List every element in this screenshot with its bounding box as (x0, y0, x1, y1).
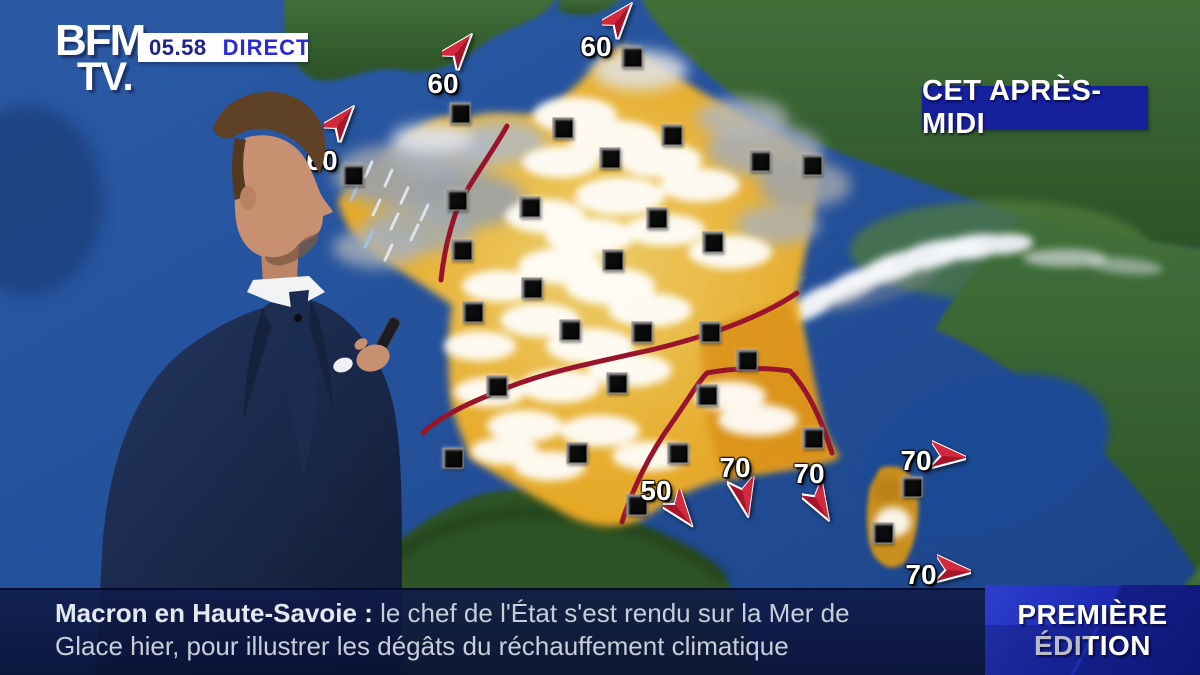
studio-shadow (0, 105, 103, 295)
forecast-period-banner: CET APRÈS-MIDI (922, 75, 1148, 140)
wind-speed-label: 70 (719, 452, 751, 483)
wind-arrow-icon (725, 474, 761, 524)
weather-icon-placeholder (602, 249, 624, 271)
wind-speed-label: 70 (900, 445, 932, 476)
wind-arrow-icon (932, 550, 975, 597)
ticker-line2: Glace hier, pour illustrer les dégâts du… (55, 631, 789, 661)
edition-badge-line1: PREMIÈRE (1017, 599, 1168, 630)
weather-icon-placeholder (446, 189, 468, 211)
weather-icon-placeholder (736, 349, 758, 371)
weather-icon-placeholder (449, 102, 471, 124)
wind-speed-label: 60 (580, 31, 612, 62)
weather-icon-placeholder (661, 124, 683, 146)
weather-icon-placeholder (872, 522, 894, 544)
weather-icon-placeholder (486, 375, 508, 397)
clouds-grey-nw (333, 50, 688, 268)
edition-badge-line2: ÉDITION (1033, 630, 1152, 661)
channel-logo-line2: TV. (77, 54, 134, 99)
weather-icon-placeholder (606, 372, 628, 394)
weather-icon-placeholder (667, 442, 689, 464)
front-line-central (420, 290, 800, 436)
weather-icon-placeholder (521, 277, 543, 299)
weather-icon-placeholder (342, 164, 364, 186)
clouds-white (444, 97, 798, 481)
wind-arrow-icon (594, 0, 636, 45)
channel-logo-line1: BFM (55, 16, 146, 65)
wind-arrow-icon (927, 436, 970, 483)
weather-icon-placeholder (559, 319, 581, 341)
clouds-grey-ne (696, 98, 851, 245)
live-bar: 05.58 DIRECT (138, 33, 311, 62)
weather-icon-placeholder (702, 231, 724, 253)
front-line-northwest (438, 123, 510, 283)
ticker-line1: Macron en Haute-Savoie : le chef de l'Ét… (55, 597, 985, 630)
weather-fronts (420, 123, 835, 525)
land-britain (284, 0, 620, 81)
wind-arrow-icon (655, 485, 697, 537)
wind-speed-label: 70 (793, 458, 825, 489)
weather-icon-placeholder (451, 239, 473, 261)
weather-icon-placeholder (749, 150, 771, 172)
weather-icon-placeholder (802, 427, 824, 449)
wind-arrow-icon (795, 478, 836, 530)
edition-badge: PREMIÈRE ÉDITION (985, 585, 1200, 675)
presenter-figure (95, 91, 402, 675)
weather-icon-placeholder (801, 154, 823, 176)
weather-icon-placeholder (696, 384, 718, 406)
rain-streaks (349, 160, 430, 262)
weather-icon-placeholder (552, 117, 574, 139)
weather-icon-placeholder (621, 46, 643, 68)
news-ticker: Macron en Haute-Savoie : le chef de l'Ét… (0, 588, 985, 675)
wind-speed-label: 50 (640, 475, 672, 506)
ticker-line1-text: le chef de l'État s'est rendu sur la Mer… (380, 598, 850, 628)
weather-icon-placeholder (626, 494, 648, 516)
wind-speed-label: 70 (905, 559, 937, 590)
weather-presenter (85, 78, 405, 675)
wind-arrow-icon (316, 101, 358, 148)
weather-icon-placeholder (646, 207, 668, 229)
wind-speed-label: 60 (427, 68, 459, 99)
weather-icon-placeholder (599, 147, 621, 169)
weather-icon-placeholder (699, 321, 721, 343)
live-badge: DIRECT (222, 34, 311, 60)
ticker-headline: Macron en Haute-Savoie (55, 598, 357, 628)
weather-icon-placeholder (519, 196, 541, 218)
weather-icon-placeholder (442, 447, 464, 469)
weather-icon-placeholder (462, 301, 484, 323)
wind-arrow-icon (434, 29, 476, 76)
front-line-south (619, 366, 835, 525)
weather-icon-placeholder (901, 476, 923, 498)
weather-icon-placeholder (566, 442, 588, 464)
weather-icon-placeholder (631, 321, 653, 343)
ticker-separator: : (356, 598, 381, 628)
clock-time: 05.58 (149, 34, 207, 60)
channel-logo: BFM TV. (55, 16, 146, 99)
alps-snow (786, 233, 1163, 323)
